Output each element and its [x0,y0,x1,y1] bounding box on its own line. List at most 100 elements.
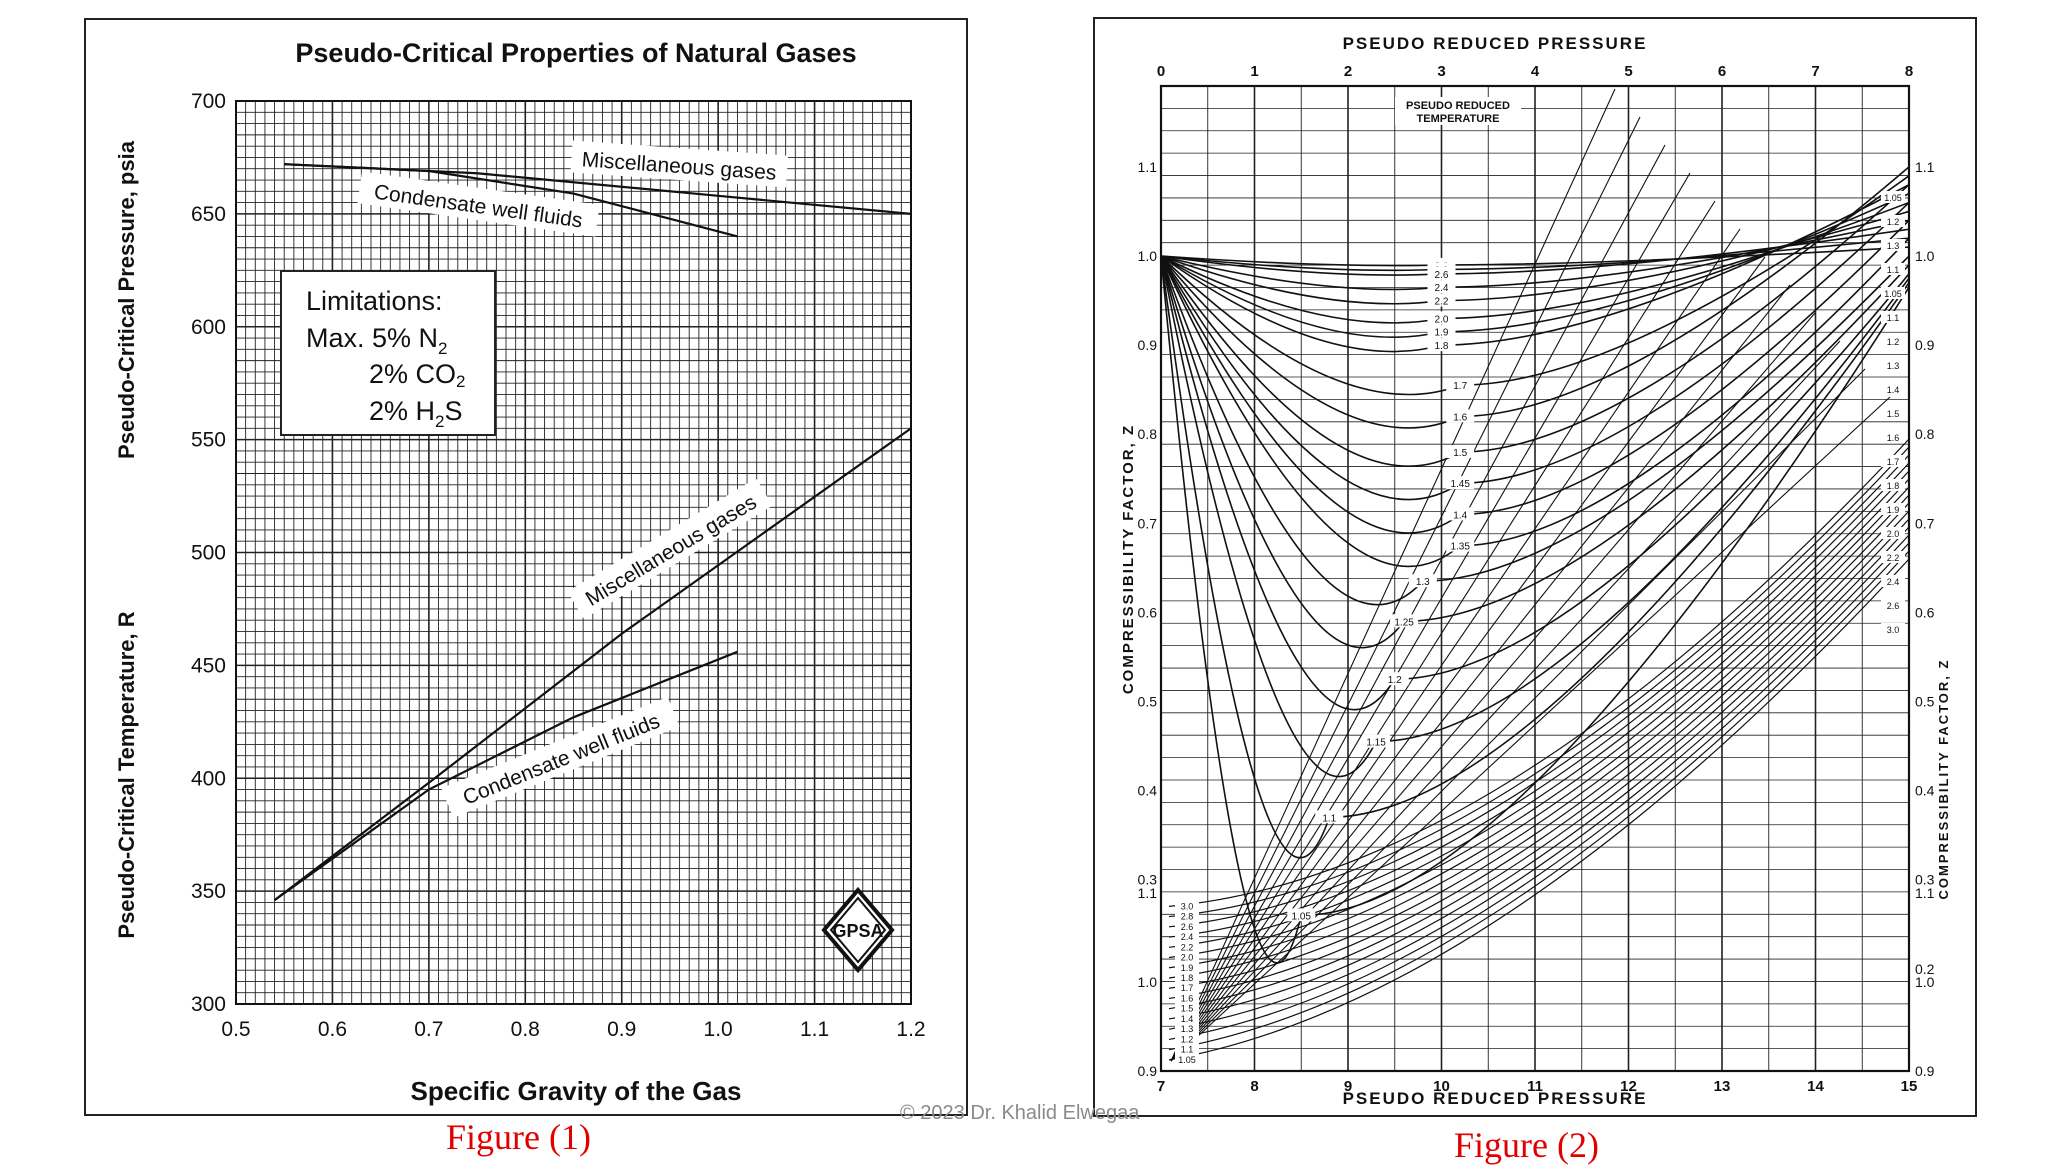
x-tick-label: 1.2 [896,1018,925,1041]
limitation-n2: Max. 5% N2 [306,323,448,358]
top-tick-label: 8 [1905,63,1913,80]
x-tick-label: 0.6 [318,1018,347,1041]
right-curve-label-text: 1.9 [1887,505,1900,515]
y-axis-label-temperature: Pseudo-Critical Temperature, R [114,611,139,938]
limitations-title: Limitations: [306,286,443,316]
curve-label: 1.1 [1315,810,1344,824]
z-curve [1160,184,1910,353]
right-curve-label-text: 1.2 [1887,217,1900,227]
copyright-notice: © 2023 Dr. Khalid Elwegaa [900,1102,1140,1124]
z-curve [1160,210,1910,305]
top-axis-label: PSEUDO REDUCED PRESSURE [1343,34,1648,53]
figure-2-curve-labels: 3.02.82.62.42.22.01.91.81.71.61.51.451.4… [1175,191,1905,1065]
x-tick-label: 0.7 [414,1018,443,1041]
right-curve-label: 1.6 [1881,431,1905,443]
right-curve-label: 2.4 [1881,575,1905,587]
fan-line [1170,172,1691,1062]
curve-label: 2.6 [1427,266,1456,281]
x-axis-label: Specific Gravity of the Gas [411,1076,742,1106]
y-tick-label: 650 [191,203,226,226]
fan-line [1170,312,1816,1062]
low-curve-label-text: 1.7 [1181,983,1194,993]
curve-label: 2.0 [1427,311,1456,325]
svg-text:PSEUDO REDUCED: PSEUDO REDUCED [1406,100,1510,112]
figure-2-caption: Figure (2) [1454,1125,1599,1165]
curve-label-text: 1.3 [1416,577,1430,588]
curve-label-text: 2.6 [1435,270,1449,281]
figure-1-series [273,163,912,902]
right-lower-tick-label: 1.0 [1915,974,1935,990]
low-curve-label: 2.2 [1175,940,1199,953]
z-curve-high-pressure [1168,438,1910,907]
curve-label-text: 1.1 [1322,813,1336,824]
right-curve-label: 3.0 [1881,623,1905,635]
plot-border-2 [1159,84,1911,1073]
z-curve-high-pressure [1168,462,1910,938]
y-tick-label: 600 [191,316,226,339]
z-curve [1160,219,1910,291]
right-curve-label-text: 1.6 [1887,433,1900,443]
low-curve-label-text: 1.05 [1178,1055,1196,1065]
left-tick-label: 0.3 [1138,872,1158,888]
low-curve-label: 1.2 [1175,1032,1199,1045]
bottom-axis-label: PSEUDO REDUCED PRESSURE [1343,1089,1648,1108]
z-curve-high-pressure [1168,446,1910,918]
right-curve-label: 1.1 [1881,263,1905,275]
low-curve-label-text: 2.8 [1181,912,1194,922]
bottom-tick-label: 7 [1157,1078,1165,1095]
curve-label-text: 1.4 [1453,510,1467,521]
curve-label-text: 1.7 [1453,381,1467,392]
left-tick-label: 0.7 [1138,515,1158,531]
bottom-tick-label: 12 [1620,1078,1637,1095]
low-curve-label-text: 1.6 [1181,993,1194,1003]
right-tick-label: 0.5 [1915,694,1935,710]
right-curve-label: 1.3 [1881,359,1905,371]
figure-2-panel: 0 1 2 3 4 5 6 7 8 7 8 9 10 11 12 13 14 15 1.1 1.0 0.9 0.8 0.7 0… [1093,17,1977,1117]
top-tick-label: 1 [1250,63,1258,80]
limitation-h2s: 2% H2S [369,396,463,431]
curve-label: 2.4 [1427,280,1456,294]
z-curve-high-pressure [1168,558,1910,1061]
fan-line [1170,228,1741,1062]
low-curve-label: 1.05 [1175,1052,1199,1065]
z-curve [1160,192,1910,338]
z-curve-high-pressure [1168,502,1910,989]
right-curve-label-text: 1.2 [1887,337,1900,347]
left-tick-label: 0.5 [1138,694,1158,710]
right-curve-label-text: 2.6 [1887,601,1900,611]
low-curve-label-text: 1.2 [1181,1034,1194,1044]
x-tick-label: 0.5 [221,1018,250,1041]
curve-label-text: 2.4 [1435,283,1449,294]
right-curve-label-text: 3.0 [1887,625,1900,635]
x-tick-label: 1.0 [704,1018,733,1041]
low-curve-label: 2.8 [1175,909,1199,922]
x-tick-label: 0.8 [511,1018,540,1041]
figure-2-chart: 0 1 2 3 4 5 6 7 87 8 9 10 11 12 13 14 151.11.00.90.80.70… [1120,34,1951,1108]
limitations-box: Limitations: Max. 5% N2 2% CO2 2% H2S [280,270,496,436]
z-curve-high-pressure [1168,518,1910,1010]
low-curve-label-text: 2.4 [1181,932,1194,942]
figure-2-grid [1159,84,1911,1073]
y-tick-label: 400 [191,767,226,790]
right-curve-label-text: 1.8 [1887,481,1900,491]
curve-label-text: 2.0 [1435,314,1449,325]
figure-1-grid [235,100,912,1005]
curve-label: 1.9 [1427,324,1456,339]
right-curve-label-text: 1.05 [1884,193,1902,203]
bottom-tick-label: 8 [1250,1078,1258,1095]
right-curve-label: 1.1 [1881,311,1905,323]
curve-label: 1.7 [1446,378,1475,392]
low-curve-label-text: 1.5 [1181,1004,1194,1014]
series-line [273,427,912,902]
right-curve-label-text: 2.2 [1887,553,1900,563]
low-curve-label-text: 3.0 [1181,901,1194,911]
y-tick-label: 550 [191,429,226,452]
right-axis-label: COMPRESSIBILITY FACTOR, Z [1936,659,1951,900]
curve-label: 1.45 [1446,476,1475,490]
gpsa-logo-icon: GPSA [821,886,895,974]
low-curve-label: 2.6 [1175,919,1199,932]
right-curve-label-text: 1.4 [1887,385,1900,395]
fan-line [1170,340,1841,1062]
curve-label: 1.25 [1390,614,1419,628]
right-curve-label: 1.7 [1881,455,1905,467]
